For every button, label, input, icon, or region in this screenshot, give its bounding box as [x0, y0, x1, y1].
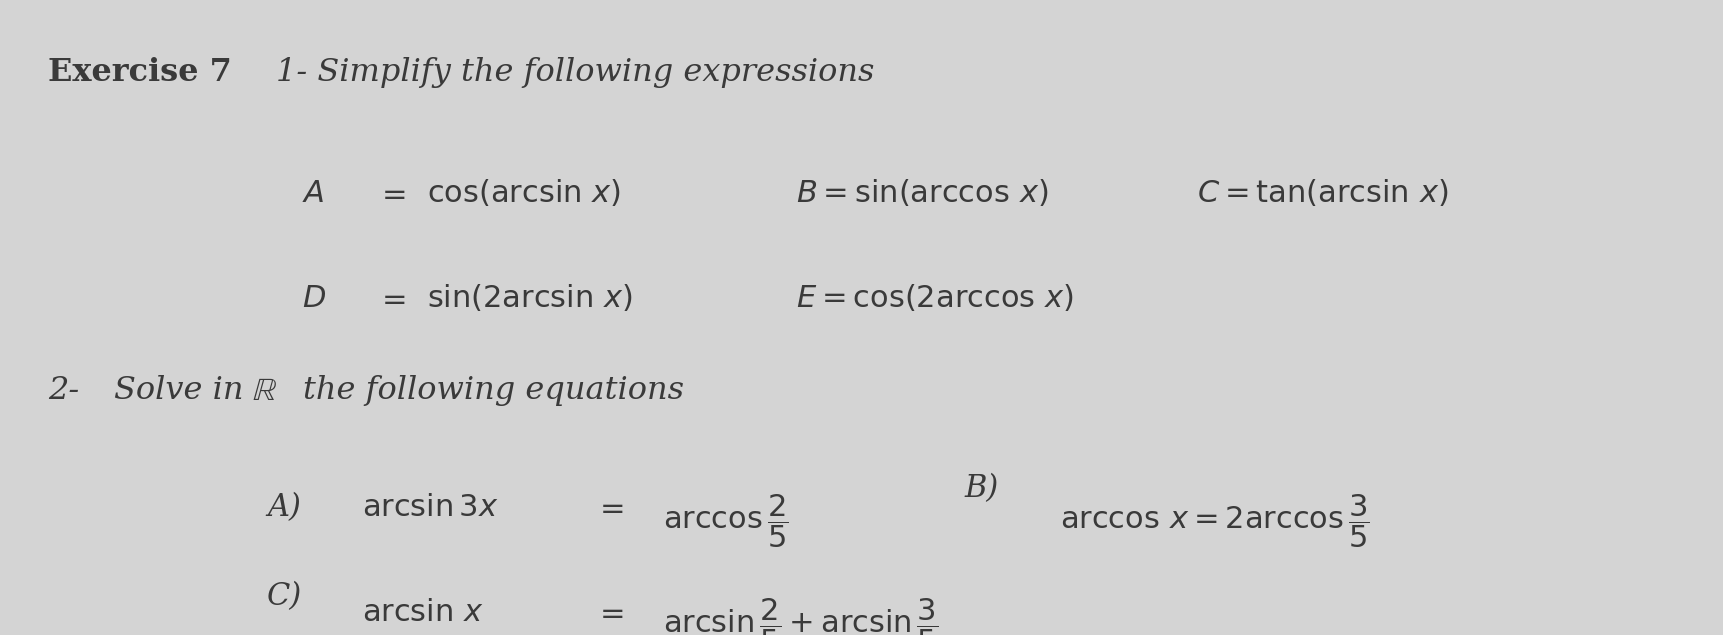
Text: $\mathbb{R}$: $\mathbb{R}$: [252, 375, 276, 406]
Text: $\arcsin\, x$: $\arcsin\, x$: [362, 597, 484, 628]
Text: C): C): [267, 581, 302, 612]
Text: $\arccos\dfrac{2}{5}$: $\arccos\dfrac{2}{5}$: [663, 492, 789, 550]
Text: $=$: $=$: [594, 492, 625, 523]
Text: $A$: $A$: [302, 178, 324, 209]
Text: $\arcsin 3x$: $\arcsin 3x$: [362, 492, 498, 523]
Text: A): A): [267, 492, 302, 523]
Text: $C = \tan(\arcsin\, x)$: $C = \tan(\arcsin\, x)$: [1197, 178, 1449, 209]
Text: $D$: $D$: [302, 283, 326, 314]
Text: $\cos(\arcsin\, x)$: $\cos(\arcsin\, x)$: [427, 178, 622, 209]
Text: $=$: $=$: [376, 178, 407, 209]
Text: 2-: 2-: [48, 375, 79, 406]
Text: $\arccos\, x = 2\arccos\dfrac{3}{5}$: $\arccos\, x = 2\arccos\dfrac{3}{5}$: [1060, 492, 1370, 550]
Text: $=$: $=$: [594, 597, 625, 628]
Text: $=$: $=$: [376, 283, 407, 314]
Text: $E = \cos(2\arccos\, x)$: $E = \cos(2\arccos\, x)$: [796, 283, 1073, 314]
Text: the following equations: the following equations: [303, 375, 684, 406]
Text: Exercise 7: Exercise 7: [48, 57, 233, 88]
Text: 1- Simplify the following expressions: 1- Simplify the following expressions: [276, 57, 874, 88]
Text: B): B): [965, 473, 999, 504]
Text: Solve in: Solve in: [114, 375, 243, 406]
Text: $\arcsin\dfrac{2}{5} + \arcsin\dfrac{3}{5}$: $\arcsin\dfrac{2}{5} + \arcsin\dfrac{3}{…: [663, 597, 939, 635]
Text: $\sin(2\arcsin\, x)$: $\sin(2\arcsin\, x)$: [427, 283, 634, 314]
Text: $B = \sin(\arccos\, x)$: $B = \sin(\arccos\, x)$: [796, 178, 1049, 209]
